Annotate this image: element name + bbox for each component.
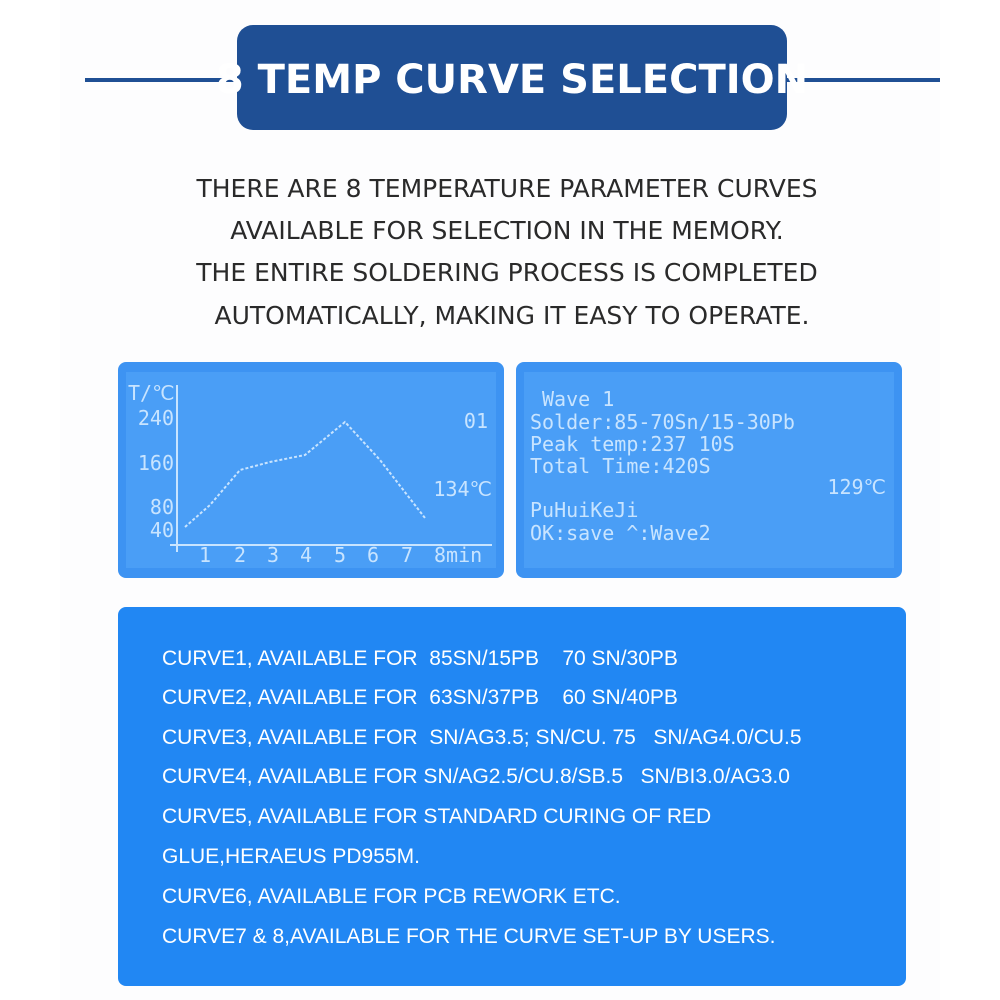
y-label: 160 — [138, 451, 174, 475]
curve-number: 01 — [464, 409, 488, 433]
curve-line: CURVE1, AVAILABLE FOR 85SN/15PB 70 SN/30… — [162, 647, 678, 670]
intro-line: AUTOMATICALLY, MAKING IT EASY TO OPERATE… — [215, 301, 810, 330]
lcd-line: PuHuiKeJi — [530, 498, 638, 522]
lcd-left-screen — [126, 372, 496, 568]
axis-label: T/℃ — [128, 381, 175, 405]
lcd-right-screen — [524, 372, 894, 568]
curve-line: CURVE2, AVAILABLE FOR 63SN/37PB 60 SN/40… — [162, 686, 678, 709]
lcd-right-content: Wave 1 Solder:85-70Sn/15-30Pb Peak temp:… — [530, 387, 886, 545]
y-label: 80 — [150, 495, 174, 519]
intro-line: THE ENTIRE SOLDERING PROCESS IS COMPLETE… — [195, 258, 817, 287]
x-label: 3 — [267, 543, 279, 567]
x-label: 4 — [300, 543, 312, 567]
lcd-line: OK:save ^:Wave2 — [530, 521, 711, 545]
curves-panel — [118, 607, 906, 986]
curve-line: CURVE6, AVAILABLE FOR PCB REWORK ETC. — [162, 885, 621, 908]
lcd-line: Peak temp:237 10S — [530, 432, 735, 456]
lcd-line: Wave 1 — [542, 387, 614, 411]
lcd-line: Solder:85-70Sn/15-30Pb — [530, 410, 795, 434]
current-temp: 129℃ — [827, 475, 886, 499]
lcd-left-content: T/℃ 240 160 80 40 1 2 3 4 5 6 7 8min 01 … — [128, 381, 492, 567]
intro-line: THERE ARE 8 TEMPERATURE PARAMETER CURVES — [195, 174, 817, 203]
curve-line: CURVE5, AVAILABLE FOR STANDARD CURING OF… — [162, 805, 711, 828]
curves-list: CURVE1, AVAILABLE FOR 85SN/15PB 70 SN/30… — [162, 647, 802, 948]
curve-line: CURVE7 & 8,AVAILABLE FOR THE CURVE SET-U… — [162, 925, 776, 948]
y-label: 40 — [150, 518, 174, 542]
x-label: 1 — [199, 543, 211, 567]
intro: THERE ARE 8 TEMPERATURE PARAMETER CURVES… — [195, 174, 817, 330]
curve-line: GLUE,HERAEUS PD955M. — [162, 845, 420, 868]
curve-line: CURVE3, AVAILABLE FOR SN/AG3.5; SN/CU. 7… — [162, 726, 802, 749]
curve-line: CURVE4, AVAILABLE FOR SN/AG2.5/CU.8/SB.5… — [162, 765, 790, 788]
y-label: 240 — [138, 406, 174, 430]
lcd-line: Total Time:420S — [530, 454, 711, 478]
current-temp: 134℃ — [433, 477, 492, 501]
x-label: 5 — [334, 543, 346, 567]
x-label: 7 — [401, 543, 413, 567]
x-label: 8min — [434, 543, 482, 567]
temp-curve — [184, 420, 426, 528]
header-box — [237, 25, 787, 130]
x-label: 6 — [367, 543, 379, 567]
header-title: 8 TEMP CURVE SELECTION — [216, 57, 808, 103]
x-label: 2 — [234, 543, 246, 567]
intro-line: AVAILABLE FOR SELECTION IN THE MEMORY. — [230, 216, 783, 245]
